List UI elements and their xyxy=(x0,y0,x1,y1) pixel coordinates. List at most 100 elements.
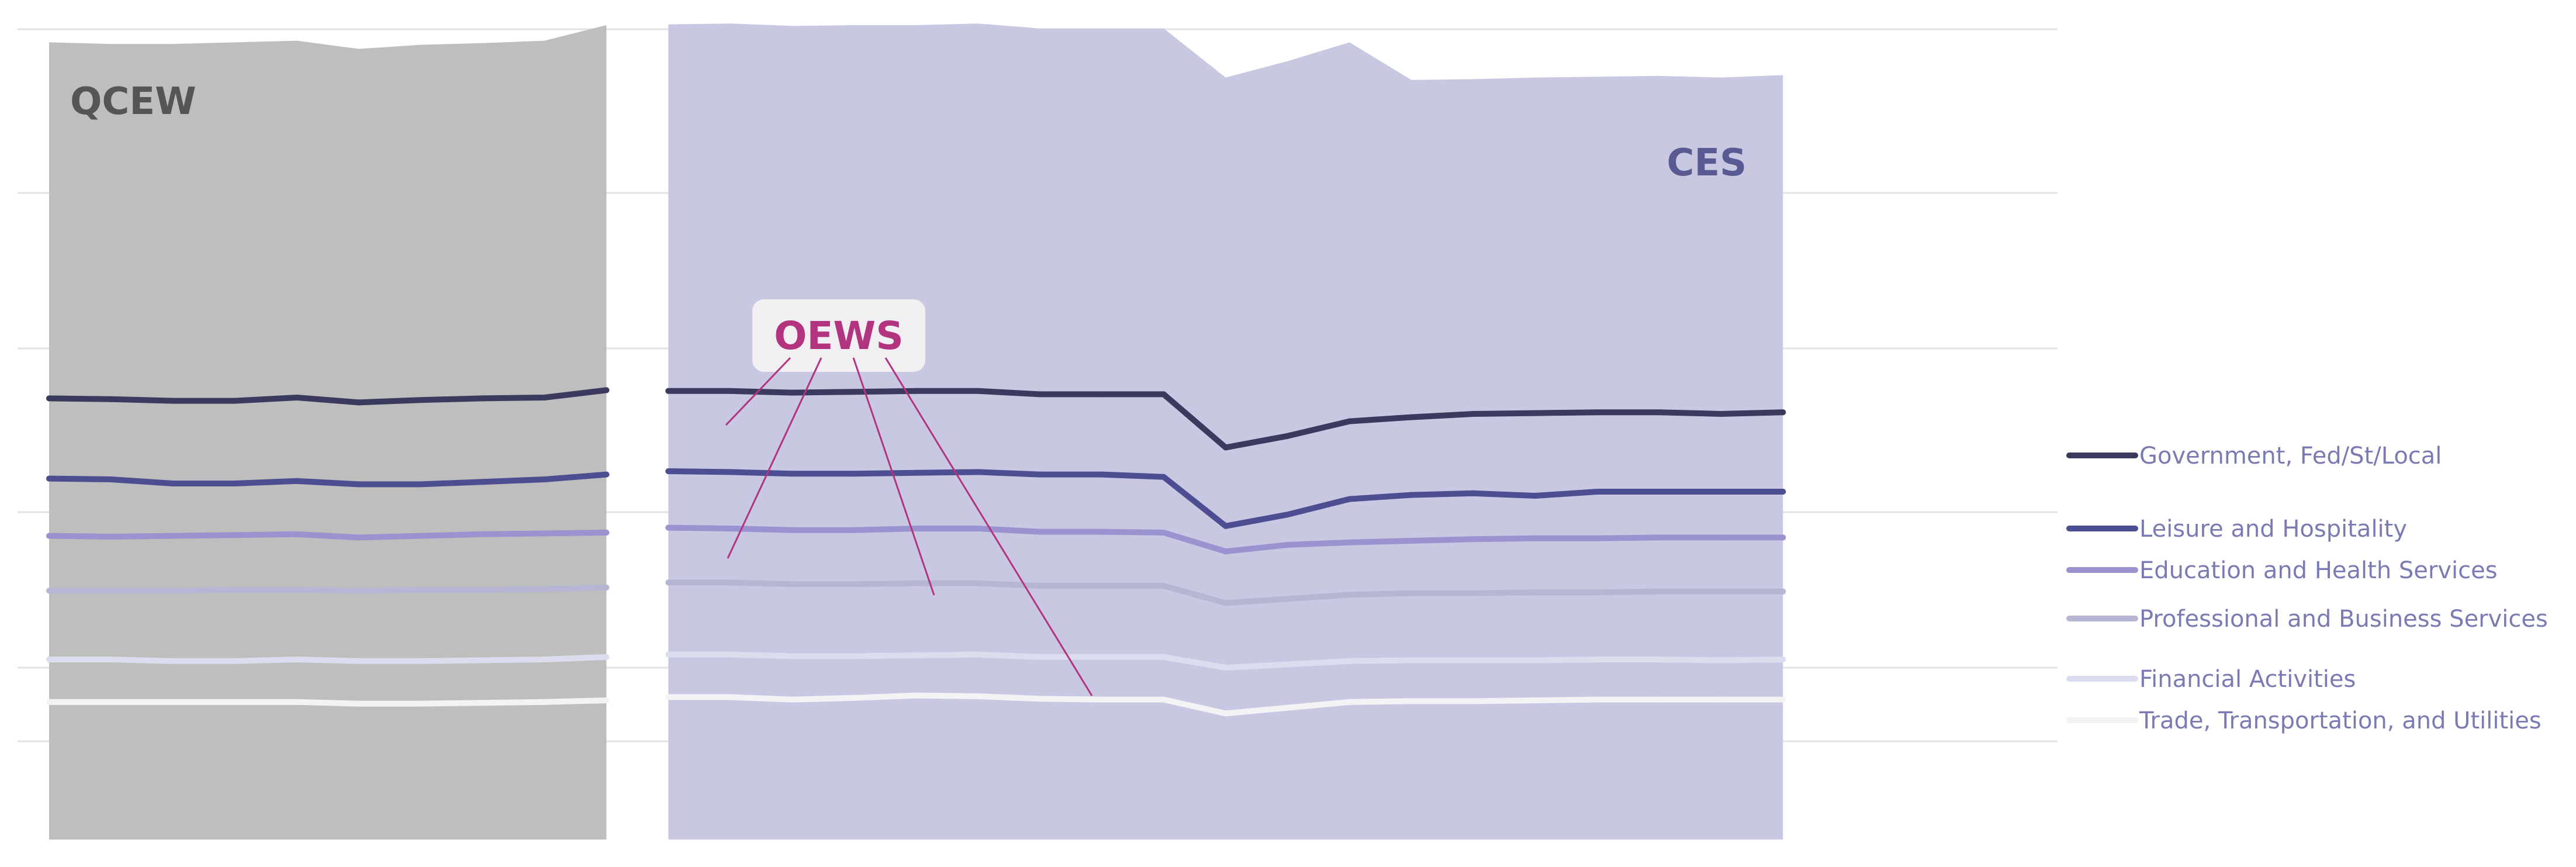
data-point xyxy=(1098,391,1105,398)
data-point xyxy=(1532,657,1538,664)
data-point xyxy=(1408,590,1415,596)
data-point xyxy=(1408,657,1415,664)
data-point xyxy=(231,532,238,538)
data-point xyxy=(789,471,796,477)
data-point xyxy=(1470,490,1477,496)
data-point xyxy=(355,658,362,664)
data-point xyxy=(1470,590,1477,596)
data-point xyxy=(851,527,857,533)
data-point xyxy=(417,658,424,664)
data-point xyxy=(1098,696,1105,703)
data-point xyxy=(1098,583,1105,589)
data-point xyxy=(1284,661,1291,668)
data-point xyxy=(355,481,362,488)
data-point xyxy=(1346,539,1353,545)
data-point xyxy=(1470,536,1477,543)
data-point xyxy=(417,481,424,488)
data-point xyxy=(727,469,734,475)
data-point xyxy=(108,699,114,705)
data-point xyxy=(1656,409,1662,416)
data-point xyxy=(1718,534,1724,541)
data-point xyxy=(1408,698,1415,704)
data-point xyxy=(1656,489,1662,495)
data-point xyxy=(1160,530,1167,536)
data-point xyxy=(1780,588,1786,595)
data-point xyxy=(231,699,238,705)
series-line-qcew-education-and-health-services xyxy=(46,530,610,541)
callout-leader-line xyxy=(852,357,935,596)
data-point xyxy=(1656,696,1662,703)
data-point xyxy=(479,395,486,402)
data-point xyxy=(417,533,424,539)
data-point xyxy=(913,692,919,699)
data-point xyxy=(46,475,52,482)
data-point xyxy=(727,694,734,700)
callout-label: OEWS xyxy=(774,313,904,358)
data-point xyxy=(1594,409,1600,416)
data-point xyxy=(1284,596,1291,602)
data-point xyxy=(1532,410,1538,416)
data-point xyxy=(603,387,610,393)
data-point xyxy=(1222,710,1229,717)
data-point xyxy=(541,476,548,482)
data-point xyxy=(1037,654,1043,660)
data-point xyxy=(603,654,610,660)
data-point xyxy=(1718,411,1724,417)
data-point xyxy=(1222,665,1229,671)
data-point xyxy=(1718,696,1724,703)
data-point xyxy=(727,651,734,658)
data-point xyxy=(541,586,548,592)
legend-label-leisure-and-hospitality: Leisure and Hospitality xyxy=(2139,516,2407,543)
data-point xyxy=(1656,588,1662,595)
data-point xyxy=(1408,538,1415,544)
data-point xyxy=(1037,696,1043,702)
data-point xyxy=(851,581,857,588)
data-point xyxy=(1346,658,1353,664)
data-point xyxy=(1346,699,1353,705)
data-point xyxy=(108,657,114,662)
data-point xyxy=(665,468,672,474)
data-point xyxy=(851,471,857,477)
data-point xyxy=(1780,696,1786,703)
data-point xyxy=(1222,523,1229,529)
legend-label-government-fed-st-local: Government, Fed/St/Local xyxy=(2139,443,2442,469)
data-point xyxy=(665,388,672,394)
data-point xyxy=(46,533,52,539)
data-point xyxy=(665,579,672,586)
data-point xyxy=(417,397,424,403)
callout-leader-line xyxy=(727,357,822,559)
data-point xyxy=(1780,534,1786,541)
data-point xyxy=(293,587,300,593)
data-point xyxy=(1470,657,1477,664)
data-point xyxy=(355,399,362,406)
legend-label-financial-activities: Financial Activities xyxy=(2139,666,2356,693)
series-line-qcew-professional-and-business-services xyxy=(46,584,610,594)
series-line-qcew-financial-activities xyxy=(46,654,610,664)
data-point xyxy=(170,658,176,664)
label-layer: QCEW CES xyxy=(70,80,1747,185)
data-point xyxy=(479,657,486,664)
legend-layer: Government, Fed/St/Local Leisure and Hosp… xyxy=(2066,443,2548,734)
data-point xyxy=(727,579,734,586)
data-point xyxy=(479,479,486,485)
data-point xyxy=(170,398,176,404)
data-point xyxy=(913,580,919,586)
data-point xyxy=(913,469,919,476)
data-point xyxy=(1346,496,1353,502)
callout-leader-line xyxy=(884,357,1093,696)
area-qcew xyxy=(49,25,607,840)
data-point xyxy=(603,697,610,703)
data-point xyxy=(1037,391,1043,398)
data-point xyxy=(231,587,238,593)
data-point xyxy=(1160,696,1167,703)
data-point xyxy=(231,398,238,404)
data-point xyxy=(665,694,672,700)
data-point xyxy=(355,700,362,707)
data-point xyxy=(727,526,734,531)
data-point xyxy=(108,534,114,540)
data-point xyxy=(170,699,176,705)
data-point xyxy=(293,531,300,537)
data-point xyxy=(1408,414,1415,420)
area-ces xyxy=(668,23,1783,840)
